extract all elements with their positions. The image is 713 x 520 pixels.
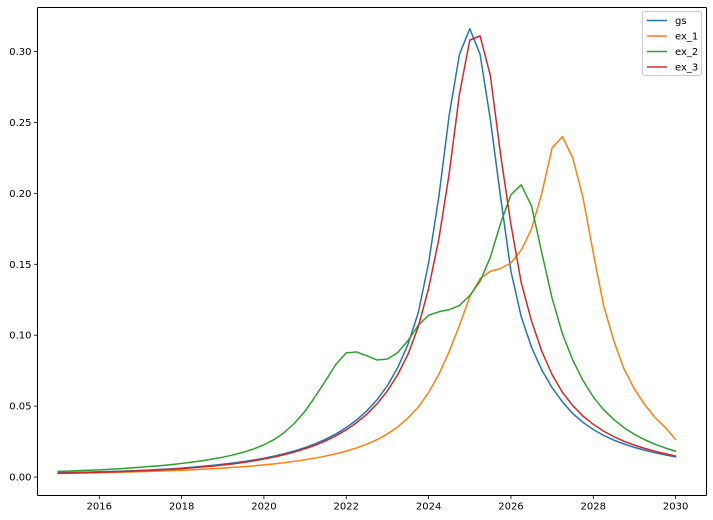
legend-label-ex-3: ex_3 [675,63,698,74]
legend-label-gs: gs [675,16,687,27]
y-tick-label: 0.30 [9,47,31,58]
legend: gs ex_1 ex_2 ex_3 [642,11,702,76]
x-tick-label: 2020 [251,502,276,513]
y-tick-label: 0.25 [9,118,31,129]
plot-area [37,7,707,496]
x-tick-label: 2022 [334,502,359,513]
x-tick-label: 2030 [663,502,688,513]
legend-label-ex-2: ex_2 [675,47,698,58]
x-tick-label: 2026 [498,502,523,513]
axes-frame [37,7,707,496]
series-line-ex-2 [57,184,677,473]
x-tick-label: 2016 [87,502,112,513]
x-tick-label: 2028 [581,502,606,513]
y-tick-label: 0.20 [9,189,31,200]
y-tick-label: 0.05 [9,402,31,413]
series-line-ex-1 [57,135,677,475]
x-tick-label: 2024 [416,502,441,513]
series-lines [57,28,677,475]
x-axis-ticks: 2016 2018 2020 2022 2024 2026 2028 2030 [87,495,688,513]
y-tick-label: 0.00 [9,473,31,484]
legend-box [642,11,702,76]
legend-label-ex-1: ex_1 [675,32,698,43]
series-line-ex-3 [57,35,677,474]
y-tick-label: 0.15 [9,260,31,271]
y-axis-ticks: 0.00 0.05 0.10 0.15 0.20 0.25 0.30 [9,47,38,484]
y-tick-label: 0.10 [9,331,31,342]
x-tick-label: 2018 [169,502,194,513]
